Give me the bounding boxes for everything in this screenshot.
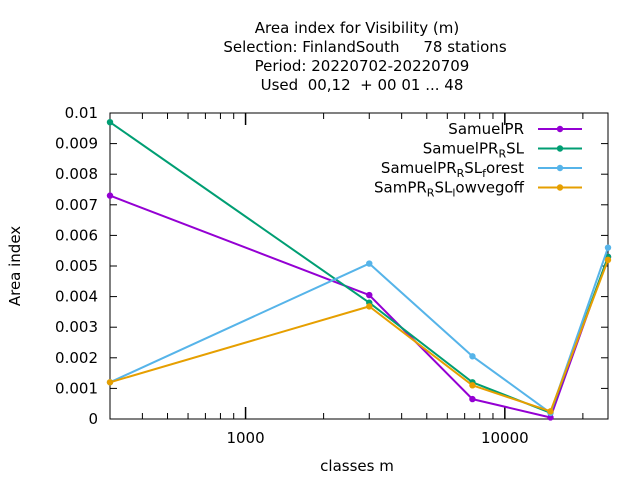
legend-text: SamuelPR: [423, 140, 499, 158]
y-tick-label: 0.002: [55, 349, 98, 367]
data-point: [547, 408, 554, 415]
legend-subscript: R: [427, 187, 435, 200]
data-point: [366, 260, 373, 267]
legend-text: orest: [486, 159, 524, 177]
x-axis-label: classes m: [320, 457, 394, 475]
y-tick-label: 0.001: [55, 379, 98, 397]
data-point: [469, 395, 476, 403]
plot-axes: [109, 112, 609, 420]
y-tick-label: 0.005: [55, 257, 98, 275]
data-point: [106, 118, 114, 126]
title-line-4: Used 00,12 + 00 01 ... 48: [261, 76, 464, 94]
legend-marker: [556, 164, 564, 172]
data-point: [469, 353, 476, 360]
series-4: [106, 256, 612, 415]
data-point: [366, 291, 373, 299]
data-point: [469, 382, 476, 389]
legend-subscript: f: [482, 167, 487, 180]
legend-text: SamPR: [374, 179, 427, 197]
legend-entry-3: SamuelPRRSLforest: [381, 159, 582, 180]
legend-label: SamuelPR: [448, 120, 524, 138]
y-tick-label: 0.006: [55, 226, 98, 244]
legend-text: SamuelPR: [381, 159, 457, 177]
legend-entry-2: SamuelPRRSL: [423, 140, 582, 161]
legend-entry-1: SamuelPR: [448, 120, 582, 138]
data-point: [366, 303, 373, 310]
series-line: [109, 259, 609, 413]
legend-text: SamuelPR: [448, 120, 524, 138]
legend-marker: [556, 184, 564, 191]
legend-marker: [556, 125, 564, 133]
x-tick-label: 1000: [226, 429, 264, 447]
title-line-3: Period: 20220702-20220709: [255, 57, 470, 75]
legend-label: SamPRRSLlowvegoff: [374, 179, 525, 200]
y-axis-label: Area index: [6, 226, 24, 306]
legend-subscript: l: [452, 187, 455, 200]
y-tick-label: 0.009: [55, 135, 98, 153]
legend: SamuelPRSamuelPRRSLSamuelPRRSLforestSamP…: [374, 120, 582, 200]
y-tick-label: 0.008: [55, 165, 98, 183]
title-line-1: Area index for Visibility (m): [255, 19, 459, 37]
y-tick-label: 0.003: [55, 318, 98, 336]
legend-label: SamuelPRRSLforest: [381, 159, 524, 180]
data-series: [106, 118, 612, 421]
legend-subscript: R: [457, 167, 465, 180]
series-line: [109, 247, 609, 414]
data-point: [106, 192, 114, 199]
data-point: [604, 256, 612, 264]
legend-entry-4: SamPRRSLlowvegoff: [374, 179, 582, 200]
legend-text: SL: [506, 140, 525, 158]
axis-ticks: 0 0.001 0.002 0.003 0.004 0.005 0.006 0.007 0.00…: [55, 104, 608, 447]
data-point: [547, 414, 554, 421]
data-point: [106, 379, 114, 386]
legend-text: owvegoff: [455, 179, 524, 197]
legend-label: SamuelPRRSL: [423, 140, 525, 161]
data-point: [604, 244, 612, 251]
legend-text: SL: [464, 159, 483, 177]
plot-frame: [109, 112, 609, 420]
series-line: [109, 194, 609, 419]
y-tick-label: 0.007: [55, 196, 98, 214]
legend-subscript: R: [498, 148, 506, 161]
x-tick-label: 10000: [481, 429, 529, 447]
series-3: [106, 244, 612, 417]
chart-title: Area index for Visibility (m) Selection:…: [223, 19, 506, 94]
title-line-2: Selection: FinlandSouth 78 stations: [223, 38, 506, 56]
y-tick-label: 0: [88, 410, 98, 428]
y-tick-label: 0.004: [55, 288, 98, 306]
y-tick-label: 0.01: [65, 104, 98, 122]
series-1: [106, 192, 612, 421]
legend-text: SL: [434, 179, 453, 197]
legend-marker: [556, 145, 564, 152]
